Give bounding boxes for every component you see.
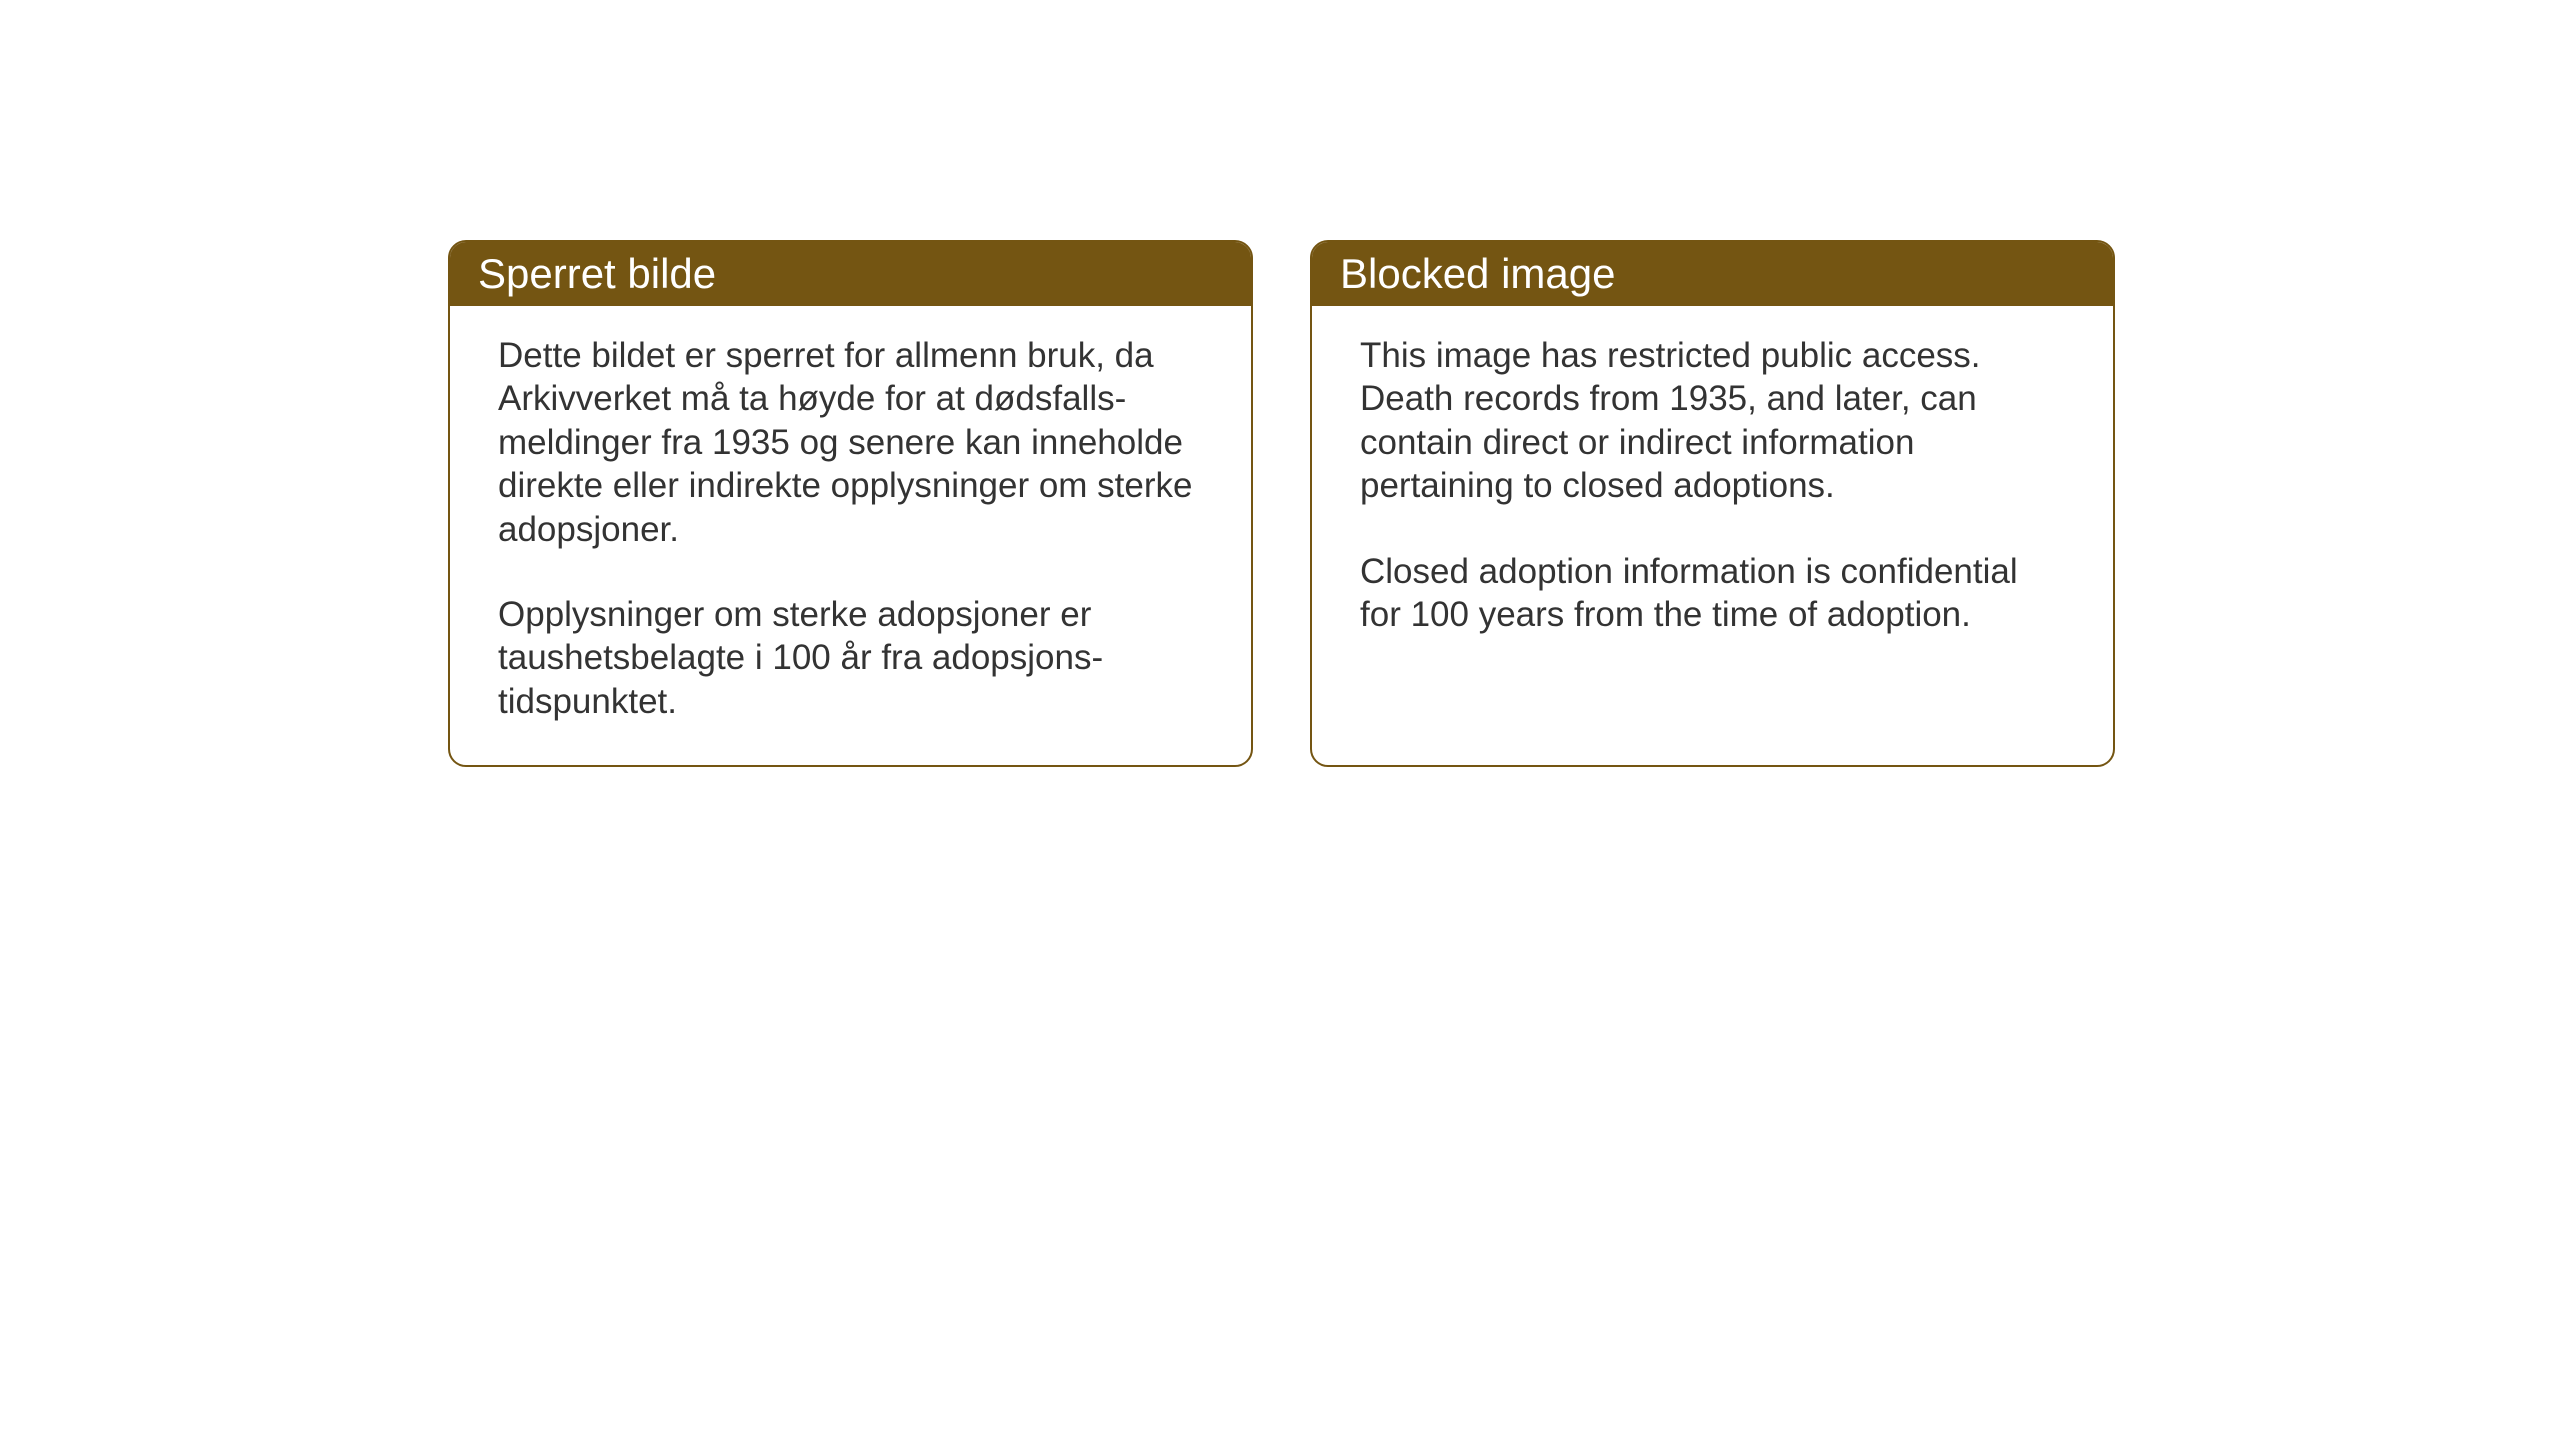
norwegian-notice-card: Sperret bilde Dette bildet er sperret fo… [448,240,1253,767]
english-card-title: Blocked image [1312,242,2113,306]
norwegian-card-body: Dette bildet er sperret for allmenn bruk… [450,306,1251,765]
english-card-body: This image has restricted public access.… [1312,306,2113,678]
norwegian-paragraph-1: Dette bildet er sperret for allmenn bruk… [498,334,1203,551]
english-notice-card: Blocked image This image has restricted … [1310,240,2115,767]
notice-container: Sperret bilde Dette bildet er sperret fo… [448,240,2115,767]
english-paragraph-1: This image has restricted public access.… [1360,334,2065,508]
english-paragraph-2: Closed adoption information is confident… [1360,550,2065,637]
norwegian-paragraph-2: Opplysninger om sterke adopsjoner er tau… [498,593,1203,723]
norwegian-card-title: Sperret bilde [450,242,1251,306]
